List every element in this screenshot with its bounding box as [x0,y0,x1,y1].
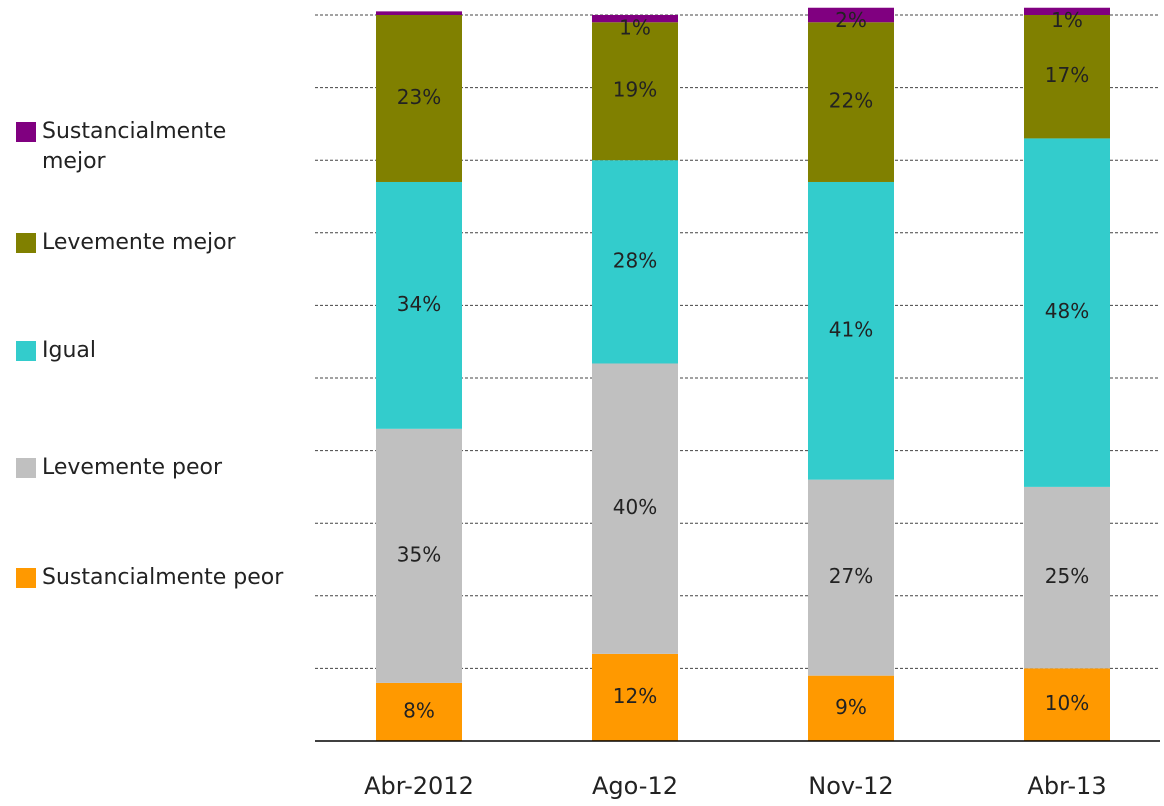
data-label: 12% [613,684,657,708]
data-label: 1% [1051,8,1083,32]
bar-segment [592,363,678,654]
bar-segment [1024,138,1110,487]
legend-item: Sustancialmente peor [16,563,291,593]
legend-label: Levemente mejor [42,230,236,255]
bar-segment [376,181,462,429]
x-tick-label: Abr-13 [1027,772,1106,800]
data-label: 41% [829,317,873,341]
bar-segment [1024,668,1110,741]
bar-segment [592,15,678,23]
data-label: 2% [835,8,867,32]
data-label: 10% [1045,691,1089,715]
data-label: 1% [619,16,651,40]
data-label: 28% [613,248,657,272]
legend-item: Igual [16,336,291,366]
bar-segment [808,181,894,480]
data-label: 34% [397,292,441,316]
legend-swatch [16,568,36,588]
bar-segment [376,15,462,182]
bar-segment [1024,486,1110,669]
legend-label: Igual [42,338,96,363]
data-label: 17% [1045,63,1089,87]
legend-label: Sustancialmente peor [42,565,284,590]
legend-item: Levemente peor [16,453,291,483]
legend-item: Sustancialmente mejor [16,117,291,177]
bar-segment [808,479,894,676]
bar-segment [808,675,894,741]
data-label: 27% [829,564,873,588]
bar-segment [376,428,462,683]
bar-segment [592,653,678,741]
bar-segment [1024,15,1110,139]
bar-segment [376,682,462,741]
x-tick-label: Abr-2012 [364,772,474,800]
legend-label: Levemente peor [42,455,223,480]
data-label: 35% [397,542,441,566]
bar-segment [808,7,894,23]
bar-segment [592,22,678,161]
legend-swatch [16,341,36,361]
data-label: 23% [397,85,441,109]
data-label: 25% [1045,564,1089,588]
data-label: 9% [835,695,867,719]
x-tick-label: Ago-12 [592,772,678,800]
bar-segment [1024,7,1110,15]
bar-segment [592,160,678,364]
legend-swatch [16,122,36,142]
data-label: 48% [1045,299,1089,323]
legend-swatch [16,233,36,253]
legend-swatch [16,458,36,478]
x-tick-label: Nov-12 [808,772,893,800]
data-label: 19% [613,78,657,102]
data-label: 22% [829,89,873,113]
bar-segment [376,11,462,15]
data-label: 40% [613,495,657,519]
legend-label: Sustancialmente mejor [42,119,227,174]
legend-item: Levemente mejor [16,228,291,258]
bar-segment [808,22,894,182]
data-label: 8% [403,698,435,722]
